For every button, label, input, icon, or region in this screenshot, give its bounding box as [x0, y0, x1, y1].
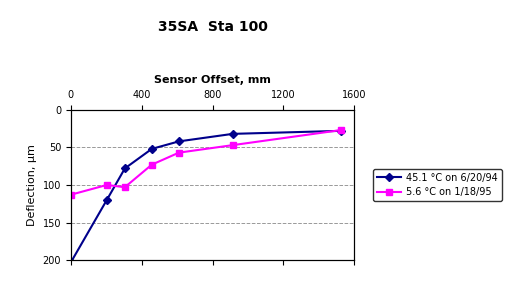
45.1 °C on 6/20/94	[148, 147, 155, 151]
Legend: 45.1 °C on 6/20/94, 5.6 °C on 1/18/95: 45.1 °C on 6/20/94, 5.6 °C on 1/18/95	[373, 169, 501, 201]
45.1 °C on 6/20/94	[104, 198, 110, 202]
5.6 °C on 1/18/95	[104, 183, 110, 187]
Text: 35SA  Sta 100: 35SA Sta 100	[157, 20, 267, 34]
Y-axis label: Deflection, μm: Deflection, μm	[27, 144, 37, 226]
5.6 °C on 1/18/95	[176, 151, 182, 154]
5.6 °C on 1/18/95	[148, 163, 155, 166]
Line: 45.1 °C on 6/20/94: 45.1 °C on 6/20/94	[68, 128, 343, 265]
45.1 °C on 6/20/94	[337, 129, 343, 133]
45.1 °C on 6/20/94	[229, 132, 235, 136]
5.6 °C on 1/18/95	[229, 143, 235, 147]
Line: 5.6 °C on 1/18/95: 5.6 °C on 1/18/95	[68, 127, 343, 197]
45.1 °C on 6/20/94	[122, 167, 128, 170]
45.1 °C on 6/20/94	[176, 140, 182, 143]
5.6 °C on 1/18/95	[122, 186, 128, 189]
X-axis label: Sensor Offset, mm: Sensor Offset, mm	[154, 75, 270, 85]
5.6 °C on 1/18/95	[68, 193, 74, 197]
5.6 °C on 1/18/95	[337, 128, 343, 132]
45.1 °C on 6/20/94	[68, 261, 74, 264]
